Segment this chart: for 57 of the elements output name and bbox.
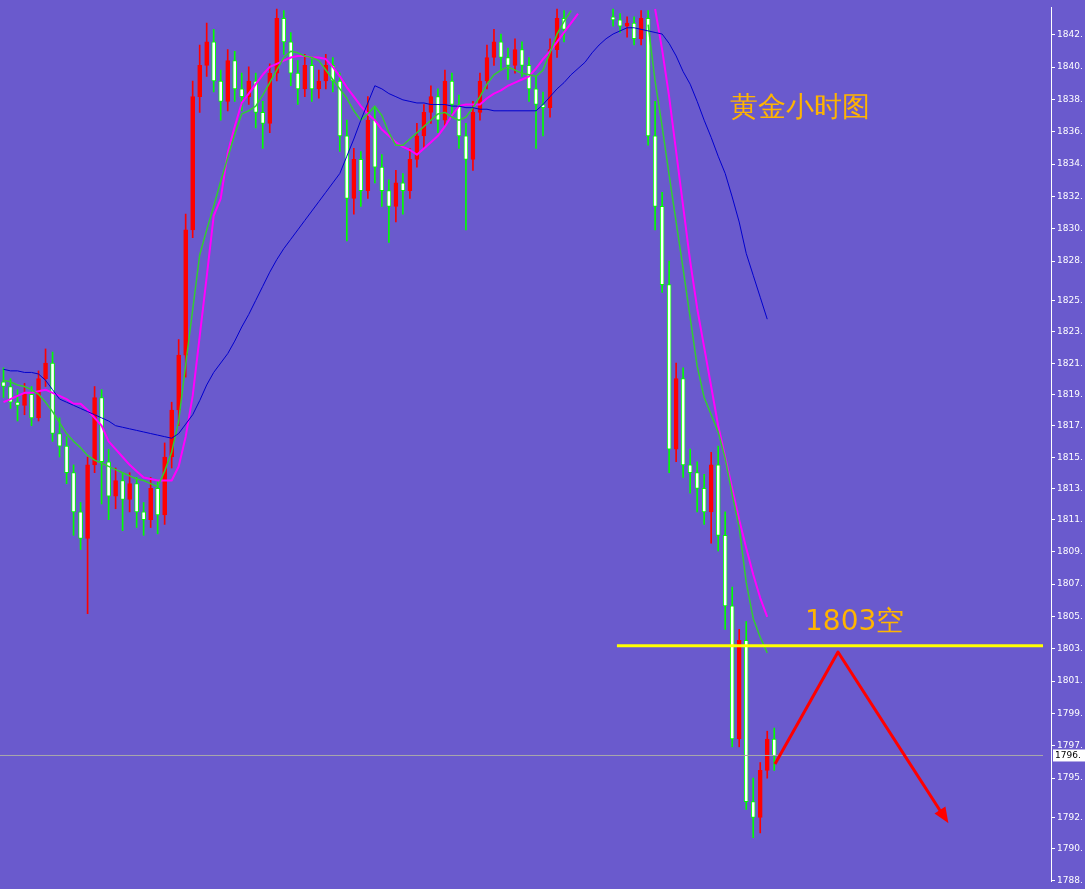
candlestick: [29, 386, 34, 427]
candlestick: [197, 44, 203, 113]
y-tick-label: 1817.: [1057, 420, 1083, 431]
candlestick: [162, 442, 167, 525]
candlestick: [99, 389, 104, 505]
y-tick-label: 1838.: [1057, 93, 1083, 104]
candlestick: [43, 348, 48, 387]
y-tick-label: 1807.: [1057, 578, 1083, 589]
candlestick: [106, 448, 111, 521]
y-tick-label: 1825.: [1057, 294, 1083, 305]
candlestick: [50, 351, 55, 442]
y-tick-label: 1805.: [1057, 610, 1083, 621]
candlestick: [127, 472, 132, 513]
candlestick: [120, 472, 125, 531]
y-tick-label: 1811.: [1057, 514, 1083, 525]
candlestick: [113, 467, 118, 510]
y-tick-label: 1828.: [1057, 255, 1083, 266]
candlestick: [134, 477, 139, 528]
ref-line-label: 1803空: [805, 603, 905, 637]
y-tick-label: 1799.: [1057, 707, 1083, 718]
candlestick: [260, 101, 266, 149]
y-tick-label: 1809.: [1057, 546, 1083, 557]
candlestick: [92, 386, 97, 474]
y-tick-label: 1823.: [1057, 326, 1083, 337]
text: 黄金小时图: [730, 90, 870, 123]
y-tick-label: 1836.: [1057, 126, 1083, 137]
candlestick: [71, 464, 76, 536]
y-tick-label: 1788.: [1057, 874, 1083, 885]
y-tick-label: 1803.: [1057, 643, 1083, 654]
y-tick-label: 1832.: [1057, 190, 1083, 201]
y-tick-label: 1813.: [1057, 482, 1083, 493]
candlestick: [64, 436, 69, 484]
candlestick: [155, 480, 160, 535]
y-tick-label: 1815.: [1057, 451, 1083, 462]
y-tick-label: 1834.: [1057, 158, 1083, 169]
candlestick: [22, 383, 27, 416]
y-tick-label: 1842.: [1057, 29, 1083, 40]
candlestick: [78, 502, 83, 550]
y-tick-label: 1821.: [1057, 357, 1083, 368]
y-tick-label: 1840.: [1057, 61, 1083, 72]
candlestick: [57, 417, 62, 458]
candlestick: [183, 213, 189, 378]
y-tick-label: 1797.: [1057, 739, 1083, 750]
y-tick-label: 1830.: [1057, 222, 1083, 233]
candlestick: [141, 502, 146, 536]
y-tick-label: 1795.: [1057, 772, 1083, 783]
ref-line-label: 1796.: [1055, 749, 1081, 760]
y-tick-label: 1790.: [1057, 843, 1083, 854]
candlestick: [176, 339, 181, 427]
candlestick: [85, 456, 90, 615]
candlestick: [190, 80, 196, 239]
y-tick-label: 1792.: [1057, 811, 1083, 822]
candlestick: [15, 389, 20, 422]
candlestick: [1, 367, 6, 398]
y-tick-label: 1819.: [1057, 388, 1083, 399]
candlestick: [148, 477, 153, 528]
y-tick-label: 1801.: [1057, 675, 1083, 686]
